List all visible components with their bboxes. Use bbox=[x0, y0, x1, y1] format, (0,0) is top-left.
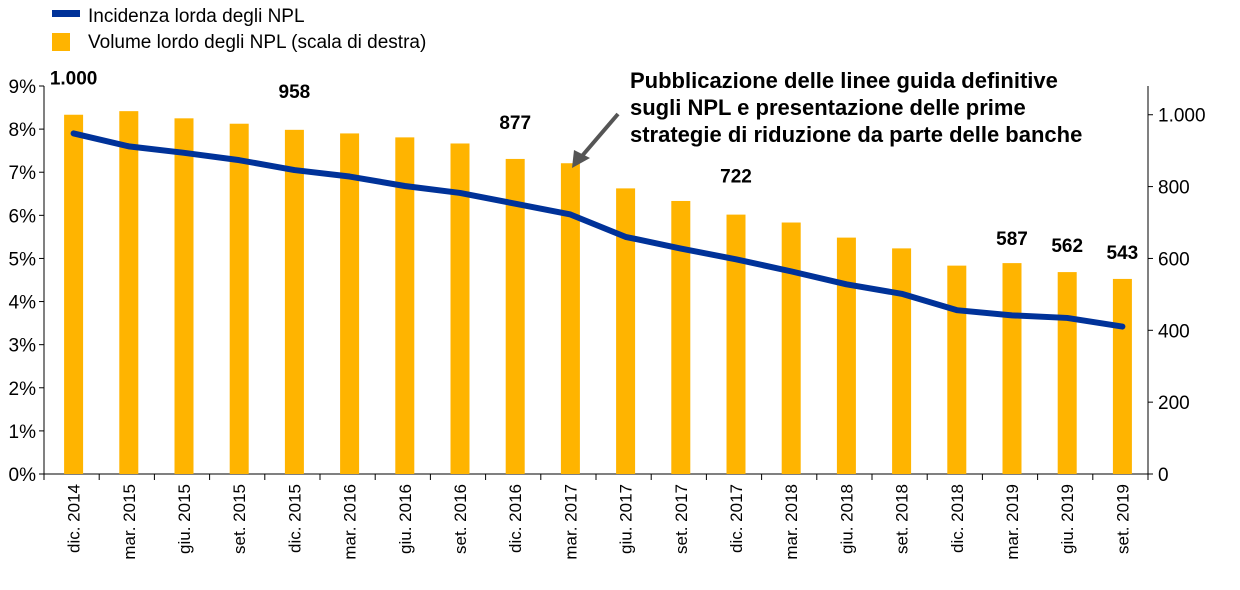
bar bbox=[1057, 272, 1077, 474]
data-labels: 1.000 958 877 722 587 562 543 bbox=[50, 69, 1138, 264]
x-tick-label: set. 2016 bbox=[451, 484, 470, 554]
y-left-tick-label: 4% bbox=[9, 293, 37, 314]
x-tick-label: set. 2018 bbox=[893, 484, 912, 554]
y-right-tick-label: 1.000 bbox=[1158, 106, 1206, 127]
legend-bar-swatch bbox=[52, 33, 70, 51]
bar bbox=[781, 222, 801, 474]
bar-series bbox=[64, 111, 1132, 475]
x-tick-label: set. 2019 bbox=[1113, 484, 1132, 554]
legend-bar-label: Volume lordo degli NPL (scala di destra) bbox=[88, 32, 426, 53]
legend: Incidenza lorda degli NPL Volume lordo d… bbox=[52, 6, 426, 53]
bar bbox=[726, 214, 746, 475]
x-tick-label: mar. 2016 bbox=[341, 484, 360, 560]
bar bbox=[1002, 263, 1022, 474]
x-tick-label: giu. 2015 bbox=[175, 484, 194, 554]
data-label: 958 bbox=[279, 82, 311, 103]
x-tick-label: set. 2015 bbox=[230, 484, 249, 554]
bar bbox=[836, 237, 856, 474]
bar bbox=[671, 200, 691, 475]
data-label: 722 bbox=[720, 167, 752, 188]
bar bbox=[616, 188, 636, 474]
x-tick-label: dic. 2014 bbox=[65, 484, 84, 553]
y-left-tick-label: 7% bbox=[9, 163, 37, 184]
bar bbox=[64, 114, 84, 475]
legend-line-swatch bbox=[52, 10, 80, 17]
x-tick-label: giu. 2019 bbox=[1058, 484, 1077, 554]
x-tick-label: dic. 2015 bbox=[285, 484, 304, 553]
y-left-tick-label: 0% bbox=[9, 465, 37, 486]
annotation-arrow bbox=[572, 112, 620, 168]
data-label: 1.000 bbox=[50, 69, 98, 90]
x-tick-label: mar. 2019 bbox=[1003, 484, 1022, 560]
line-path bbox=[70, 130, 1126, 330]
line-series bbox=[70, 130, 1126, 330]
bar bbox=[450, 143, 470, 474]
bar bbox=[1112, 278, 1132, 474]
x-tick-label: dic. 2018 bbox=[948, 484, 967, 553]
x-tick-label: mar. 2017 bbox=[561, 484, 580, 560]
y-left-tick-label: 6% bbox=[9, 206, 37, 227]
data-label: 587 bbox=[996, 229, 1028, 250]
x-tick-label: mar. 2018 bbox=[782, 484, 801, 560]
data-label: 543 bbox=[1107, 243, 1139, 264]
y-left-tick-label: 1% bbox=[9, 422, 37, 443]
y-right-tick-label: 0 bbox=[1158, 465, 1169, 486]
bar bbox=[174, 118, 194, 474]
annotation: Pubblicazione delle linee guida definiti… bbox=[572, 68, 1082, 168]
x-tick-label: giu. 2018 bbox=[837, 484, 856, 554]
bar bbox=[892, 248, 912, 474]
bar bbox=[340, 133, 360, 474]
x-tick-label: dic. 2017 bbox=[727, 484, 746, 553]
x-tick-label: mar. 2015 bbox=[120, 484, 139, 560]
y-right-tick-label: 200 bbox=[1158, 393, 1190, 414]
bar bbox=[284, 129, 304, 474]
x-tick-label: giu. 2017 bbox=[617, 484, 636, 554]
y-right-tick-label: 800 bbox=[1158, 178, 1190, 199]
bar bbox=[395, 137, 415, 474]
bar bbox=[560, 163, 580, 475]
bar bbox=[229, 123, 249, 474]
y-right-tick-label: 400 bbox=[1158, 321, 1190, 342]
x-tick-label: dic. 2016 bbox=[506, 484, 525, 553]
y-left-tick-label: 3% bbox=[9, 336, 37, 357]
y-left-tick-label: 9% bbox=[9, 77, 37, 98]
x-tick-label: giu. 2016 bbox=[396, 484, 415, 554]
axes: 0% 1% 2% 3% 4% 5% 6% 7% 8% 9% 0 200 400 600 800 1.000 di… bbox=[9, 77, 1206, 560]
y-left-tick-label: 2% bbox=[9, 379, 37, 400]
annotation-line-2: sugli NPL e presentazione delle prime bbox=[630, 95, 1026, 120]
annotation-line-1: Pubblicazione delle linee guida definiti… bbox=[630, 68, 1058, 93]
bar bbox=[947, 265, 967, 474]
legend-line-label: Incidenza lorda degli NPL bbox=[88, 6, 305, 27]
y-left-tick-label: 5% bbox=[9, 249, 37, 270]
y-right-tick-label: 600 bbox=[1158, 249, 1190, 270]
annotation-line-3: strategie di riduzione da parte delle ba… bbox=[630, 122, 1082, 147]
bar bbox=[119, 111, 139, 475]
x-tick-label: set. 2017 bbox=[672, 484, 691, 554]
y-left-tick-label: 8% bbox=[9, 120, 37, 141]
data-label: 877 bbox=[499, 113, 531, 134]
bar bbox=[505, 158, 525, 474]
data-label: 562 bbox=[1051, 236, 1083, 257]
